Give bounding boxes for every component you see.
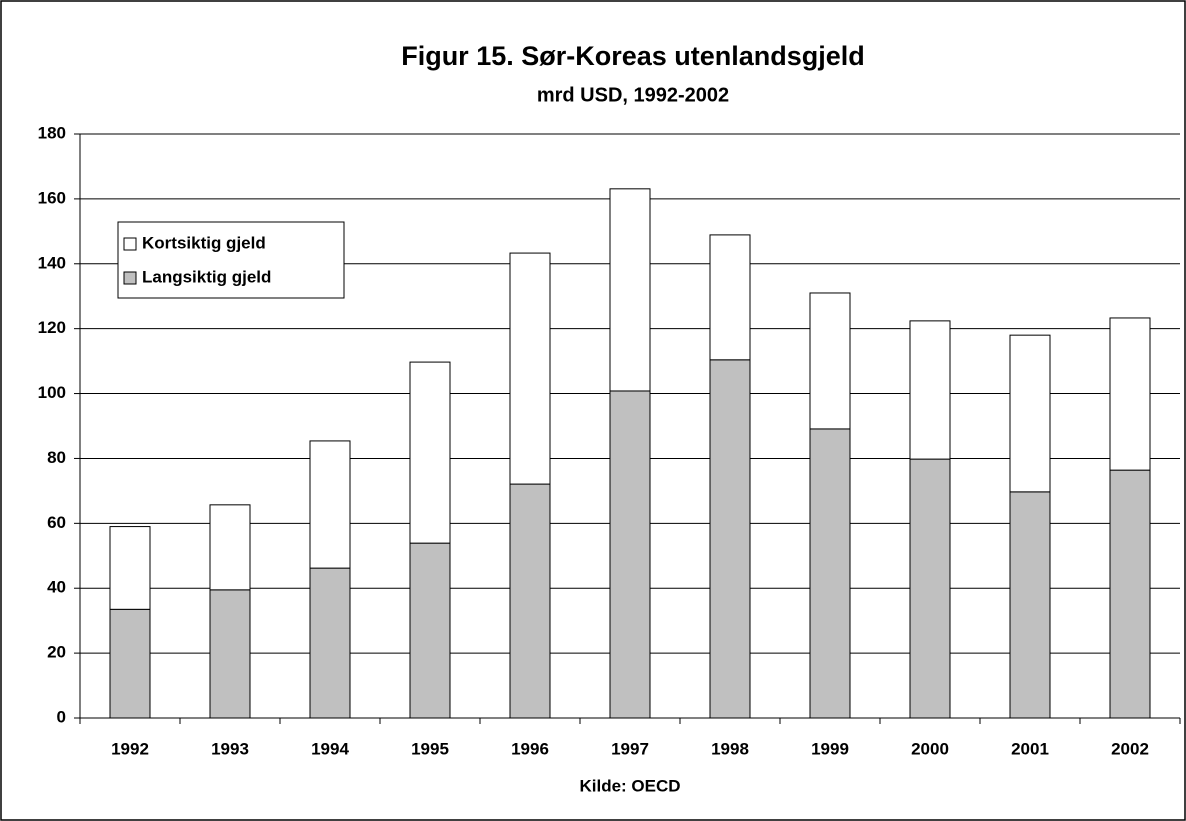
x-tick-label: 1997 <box>611 739 649 758</box>
x-tick-label: 1992 <box>111 739 149 758</box>
x-tick-label: 2000 <box>911 739 949 758</box>
x-tick-label: 1998 <box>711 739 749 758</box>
bar-segment <box>1109 469 1151 719</box>
bar-segment <box>409 542 451 719</box>
x-tick-label: 2001 <box>1011 739 1049 758</box>
legend-swatch <box>123 271 137 285</box>
bar-segment <box>209 589 251 719</box>
source-note: Kilde: OECD <box>579 776 680 795</box>
y-tick-label: 100 <box>38 383 66 402</box>
y-tick-label: 140 <box>38 253 66 272</box>
bar-segment <box>609 390 651 719</box>
y-tick-label: 180 <box>38 123 66 142</box>
x-tick-label: 1999 <box>811 739 849 758</box>
bar-segment <box>609 188 651 392</box>
y-tick-label: 0 <box>57 707 66 726</box>
bar-segment <box>509 252 551 485</box>
bar-segment <box>409 361 451 544</box>
x-tick-label: 1994 <box>311 739 349 758</box>
legend-label: Langsiktig gjeld <box>142 267 271 286</box>
y-tick-label: 120 <box>38 318 66 337</box>
legend-box <box>117 221 345 299</box>
bar-segment <box>809 292 851 430</box>
bar-segment <box>309 440 351 569</box>
legend-swatch <box>123 237 137 251</box>
x-tick-label: 1993 <box>211 739 249 758</box>
bar-segment <box>109 526 151 610</box>
bar-segment <box>509 483 551 719</box>
y-tick-label: 60 <box>47 513 66 532</box>
legend-label: Kortsiktig gjeld <box>142 233 266 252</box>
bar-segment <box>709 234 751 361</box>
bar-segment <box>109 608 151 719</box>
bar-segment <box>909 320 951 460</box>
bar-segment <box>1009 334 1051 493</box>
bar-segment <box>1009 491 1051 719</box>
bar-segment <box>1109 317 1151 471</box>
y-tick-label: 80 <box>47 448 66 467</box>
x-tick-label: 1996 <box>511 739 549 758</box>
y-tick-label: 40 <box>47 578 66 597</box>
bar-segment <box>709 359 751 719</box>
y-tick-label: 20 <box>47 643 66 662</box>
y-tick-label: 160 <box>38 188 66 207</box>
x-tick-label: 2002 <box>1111 739 1149 758</box>
bar-segment <box>809 428 851 719</box>
bar-segment <box>209 504 251 591</box>
chart-title: Figur 15. Sør-Koreas utenlandsgjeld <box>401 41 865 71</box>
chart-subtitle: mrd USD, 1992-2002 <box>537 84 729 106</box>
bar-segment <box>909 458 951 719</box>
x-tick-label: 1995 <box>411 739 449 758</box>
bar-segment <box>309 567 351 719</box>
